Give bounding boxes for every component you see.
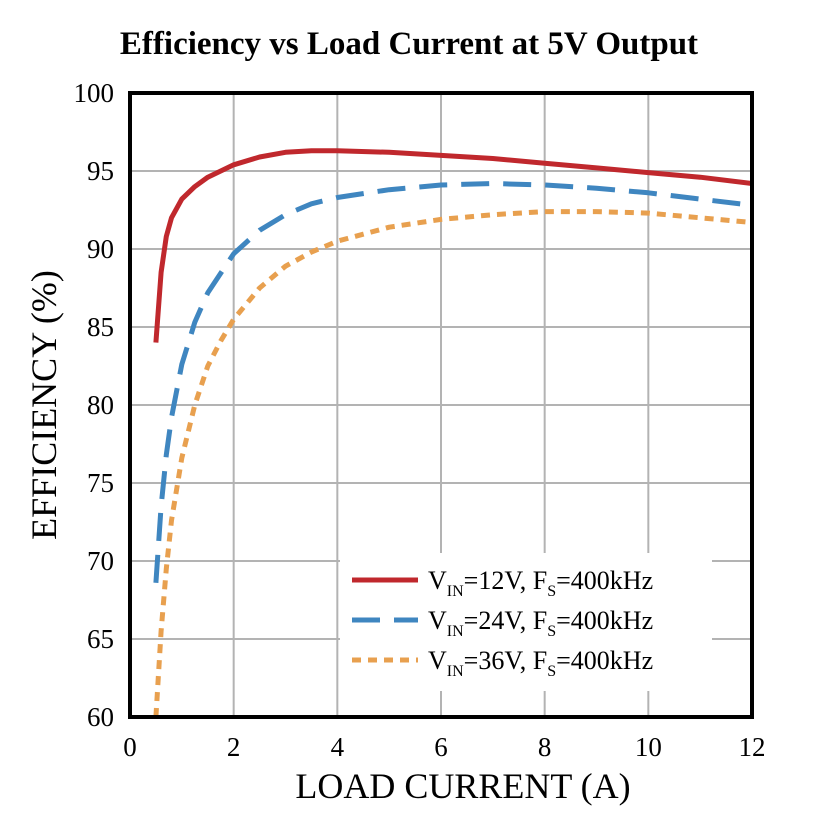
x-tick-label: 8 bbox=[538, 732, 552, 762]
x-tick-labels: 0 2 4 6 8 10 12 bbox=[123, 732, 765, 762]
x-axis-label: LOAD CURRENT (A) bbox=[295, 766, 630, 806]
series-line-3 bbox=[153, 209, 752, 717]
x-tick-label: 10 bbox=[635, 732, 662, 762]
y-tick-labels: 60 65 70 75 80 85 90 95 100 bbox=[74, 78, 115, 732]
y-tick-label: 95 bbox=[87, 156, 114, 186]
x-tick-label: 6 bbox=[434, 732, 448, 762]
x-tick-label: 4 bbox=[331, 732, 345, 762]
x-tick-label: 12 bbox=[739, 732, 766, 762]
y-tick-label: 60 bbox=[87, 702, 114, 732]
chart-title: Efficiency vs Load Current at 5V Output bbox=[119, 26, 699, 62]
x-tick-label: 0 bbox=[123, 732, 137, 762]
series-line-2 bbox=[153, 181, 752, 583]
y-tick-label: 70 bbox=[87, 546, 114, 576]
y-axis-label: EFFICIENCY (%) bbox=[24, 270, 64, 540]
legend-label-3: VIN=36V, FS=400kHz bbox=[428, 646, 653, 680]
x-tick-label: 2 bbox=[227, 732, 241, 762]
y-tick-label: 100 bbox=[74, 78, 115, 108]
legend: VIN=12V, FS=400kHz VIN=24V, FS=400kHz VIN=… bbox=[340, 553, 712, 691]
series-line-1 bbox=[153, 148, 752, 343]
plot-frame bbox=[128, 91, 754, 719]
legend-label-1: VIN=12V, FS=400kHz bbox=[428, 566, 653, 600]
y-tick-label: 85 bbox=[87, 312, 114, 342]
legend-label-2: VIN=24V, FS=400kHz bbox=[428, 606, 653, 640]
y-tick-label: 65 bbox=[87, 624, 114, 654]
y-tick-label: 75 bbox=[87, 468, 114, 498]
y-tick-label: 90 bbox=[87, 234, 114, 264]
y-tick-label: 80 bbox=[87, 390, 114, 420]
